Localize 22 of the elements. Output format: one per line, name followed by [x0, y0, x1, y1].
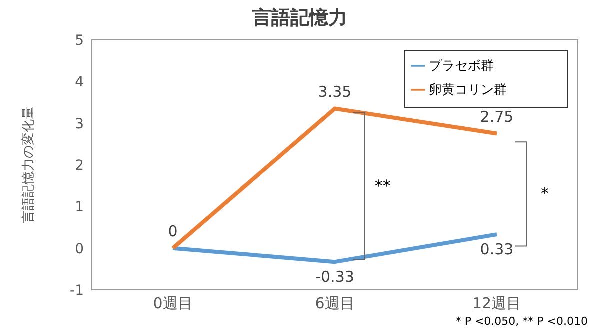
chart-title: 言語記憶力 — [252, 7, 348, 29]
y-tick-label: -1 — [70, 282, 84, 299]
x-tick-label: 0週目 — [153, 294, 193, 313]
y-tick-label: 4 — [75, 74, 84, 91]
annotation: ** — [375, 176, 391, 196]
legend-label: 卵黄コリン群 — [429, 83, 507, 98]
y-tick-label: 0 — [75, 241, 84, 258]
y-tick-label: 3 — [75, 116, 84, 132]
data-label: -0.33 — [316, 268, 354, 286]
x-tick-label: 12週目 — [472, 294, 522, 313]
data-label: 0.33 — [480, 240, 514, 259]
data-label: 0 — [168, 222, 178, 240]
text: * P <0.050, ** P <0.010 — [456, 315, 588, 328]
y-tick-label: 2 — [75, 158, 84, 174]
data-label: 3.35 — [318, 82, 352, 101]
y-axis-title: 言語記憶力の変化量 — [20, 106, 37, 224]
y-tick-label: 1 — [75, 200, 84, 216]
data-label: 2.75 — [480, 108, 514, 126]
legend-label: プラセボ群 — [429, 59, 494, 74]
annotation: * — [541, 184, 549, 204]
x-tick-label: 6週目 — [315, 294, 355, 313]
y-tick-label: 5 — [75, 32, 84, 49]
